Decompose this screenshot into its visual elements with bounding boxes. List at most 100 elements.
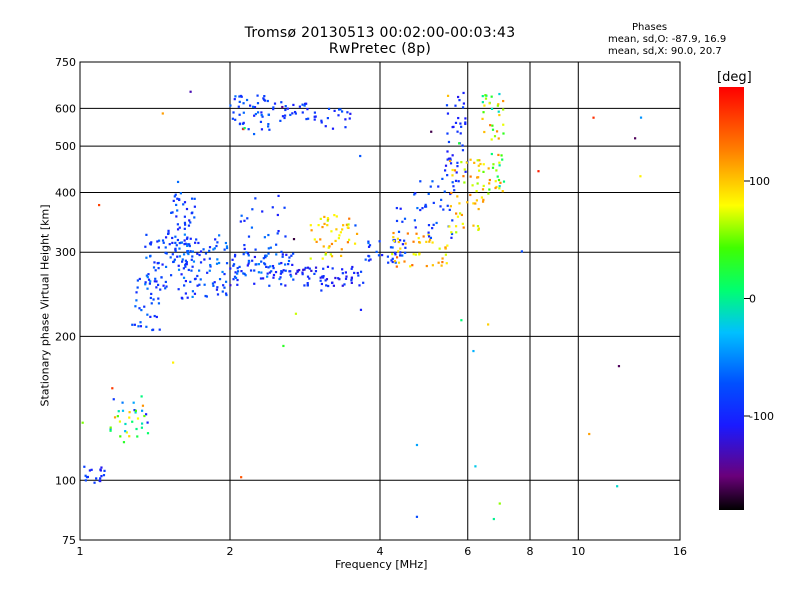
data-point: [281, 105, 284, 109]
data-point: [330, 242, 334, 246]
data-point: [146, 421, 149, 424]
data-point: [476, 182, 479, 185]
data-point: [487, 192, 490, 195]
data-point: [185, 261, 188, 264]
data-point: [232, 111, 235, 114]
data-point: [109, 428, 112, 431]
data-point: [450, 236, 453, 239]
data-point: [472, 224, 475, 227]
data-point: [293, 110, 297, 114]
data-point: [306, 266, 310, 269]
data-point: [281, 253, 284, 256]
data-point: [451, 181, 454, 184]
data-point: [180, 241, 184, 244]
data-point: [131, 420, 134, 423]
data-point: [443, 190, 446, 193]
data-point: [260, 260, 263, 263]
data-point: [429, 236, 433, 239]
data-point: [173, 258, 176, 261]
data-point: [481, 200, 485, 203]
data-point: [394, 253, 397, 256]
data-point: [344, 277, 348, 280]
data-point: [128, 411, 131, 414]
data-point: [335, 215, 338, 218]
data-point: [458, 202, 461, 205]
data-point: [141, 404, 145, 407]
data-point: [211, 282, 215, 285]
y-tick-label: 600: [55, 102, 76, 115]
data-point: [415, 515, 419, 518]
data-point: [267, 113, 270, 116]
data-point: [482, 170, 485, 173]
data-point: [315, 240, 318, 243]
data-point: [280, 270, 283, 273]
data-point: [332, 284, 335, 287]
data-point: [199, 250, 203, 253]
x-tick-label: 1: [77, 545, 84, 558]
x-tick-layer: 1 2 4 6 8 10 16: [77, 545, 688, 558]
data-point: [271, 206, 274, 209]
data-point: [592, 116, 595, 119]
data-point: [498, 164, 501, 167]
data-point: [459, 122, 462, 125]
data-point: [415, 443, 419, 447]
data-point: [243, 219, 246, 222]
data-point: [178, 198, 181, 201]
data-point: [284, 105, 287, 108]
data-point: [109, 426, 112, 429]
data-point: [588, 432, 591, 436]
data-point: [178, 255, 182, 258]
data-point: [487, 167, 490, 170]
data-point: [233, 98, 236, 101]
x-tick-label: 16: [673, 545, 687, 558]
data-point: [337, 114, 340, 117]
data-point: [308, 277, 311, 280]
data-point: [416, 206, 419, 210]
data-point: [393, 260, 397, 263]
data-point: [419, 208, 422, 212]
data-point: [469, 158, 472, 161]
data-point: [136, 279, 139, 282]
data-point: [202, 248, 205, 251]
data-point: [335, 228, 338, 231]
data-point: [439, 205, 442, 208]
data-point: [149, 243, 152, 246]
data-point: [254, 112, 257, 116]
data-point: [136, 435, 139, 438]
data-point: [118, 420, 122, 423]
data-point: [184, 265, 187, 268]
data-point: [306, 282, 309, 285]
data-point: [322, 267, 325, 270]
data-point: [182, 203, 185, 206]
data-point: [309, 224, 312, 227]
data-point: [483, 104, 486, 107]
data-point: [188, 244, 191, 248]
data-point: [260, 113, 263, 117]
data-point: [272, 273, 276, 277]
data-point: [183, 223, 187, 226]
data-point: [288, 256, 291, 259]
data-point: [314, 115, 317, 118]
data-point: [497, 153, 500, 157]
data-point: [133, 323, 136, 326]
data-point: [214, 238, 217, 241]
data-point: [367, 241, 370, 245]
data-point: [308, 267, 311, 270]
data-point: [171, 241, 174, 245]
data-point: [337, 108, 341, 111]
data-point: [184, 242, 187, 245]
data-point: [232, 264, 235, 267]
data-point: [199, 261, 203, 264]
data-point: [145, 274, 148, 277]
data-point: [98, 203, 101, 207]
data-point: [224, 292, 228, 295]
data-point: [378, 240, 381, 243]
data-point: [339, 254, 343, 257]
data-point: [397, 250, 400, 253]
data-point: [326, 265, 330, 268]
data-point: [460, 125, 463, 128]
data-point: [431, 264, 434, 267]
data-point: [458, 99, 461, 102]
data-point: [150, 292, 153, 296]
